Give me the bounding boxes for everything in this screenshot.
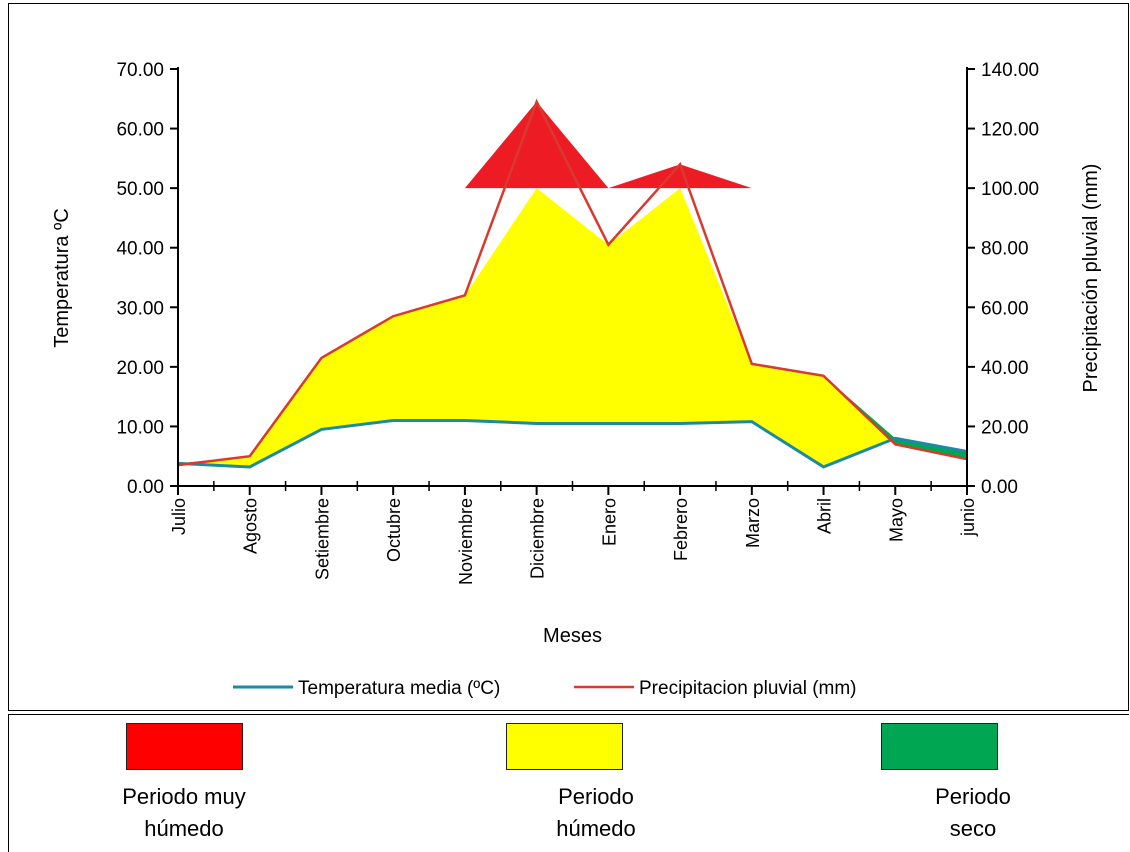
x-tick-label: Marzo [743, 498, 763, 548]
left-y-tick-label: 0.00 [127, 477, 164, 498]
left-y-axis-title: Temperatura ºC [51, 208, 73, 348]
left-y-tick-label: 10.00 [116, 417, 164, 438]
left-y-tick-label: 60.00 [116, 120, 164, 141]
left-y-tick-label: 50.00 [116, 179, 164, 200]
x-tick-label: Julio [169, 498, 189, 535]
x-tick-label: Abril [815, 498, 835, 534]
right-y-tick-label: 40.00 [981, 358, 1029, 379]
left-y-tick-label: 30.00 [116, 298, 164, 319]
precipitation-line [177, 98, 968, 467]
dry-label: Periodo seco [935, 784, 1011, 841]
left-y-tick-label: 20.00 [116, 358, 164, 379]
left-y-tick-label: 70.00 [116, 60, 164, 81]
x-tick-label: Setiembre [312, 498, 332, 580]
right-y-tick-label: 60.00 [981, 298, 1029, 319]
right-y-tick-label: 0.00 [981, 477, 1018, 498]
wet-swatch [506, 723, 623, 770]
temperature-legend-label: Temperatura media (ºC) [298, 678, 500, 699]
left-y-tick-label: 40.00 [116, 239, 164, 260]
right-y-tick-label: 20.00 [981, 417, 1029, 438]
x-tick-label: Noviembre [456, 498, 476, 585]
x-tick-label: Octubre [384, 498, 404, 562]
right-y-tick-label: 80.00 [981, 239, 1029, 260]
climograph-chart: 0.00 10.00 20.00 30.00 40.00 50.00 60.00 70.00 0… [51, 60, 1102, 699]
very-wet-label: Periodo muy húmedo [122, 784, 246, 841]
right-y-tick-label: 140.00 [981, 60, 1039, 81]
x-tick-label: junio [958, 498, 978, 537]
precipitation-legend-label: Precipitacion pluvial (mm) [639, 678, 857, 699]
wet-period-area [178, 188, 967, 467]
x-tick-label: Febrero [671, 498, 691, 561]
temperature-line [177, 418, 968, 469]
chart-frame: 0.00 10.00 20.00 30.00 40.00 50.00 60.00 70.00 0… [8, 3, 1129, 711]
x-tick-label: Mayo [886, 498, 906, 542]
dry-swatch [881, 723, 998, 770]
x-tick-label: Enero [599, 498, 619, 546]
x-axis-title: Meses [543, 625, 602, 647]
very-wet-period-area [178, 101, 967, 189]
right-y-tick-label: 120.00 [981, 120, 1039, 141]
x-tick-label: Agosto [241, 498, 261, 554]
right-y-axis-title: Precipitación pluvial (mm) [1080, 164, 1102, 393]
wet-label: Periodo húmedo [556, 784, 636, 841]
very-wet-swatch [126, 723, 243, 770]
right-y-tick-label: 100.00 [981, 179, 1039, 200]
x-tick-label: Diciembre [528, 498, 548, 579]
period-legend: Periodo muy húmedo Periodo húmedo Periodo s… [8, 714, 1129, 852]
